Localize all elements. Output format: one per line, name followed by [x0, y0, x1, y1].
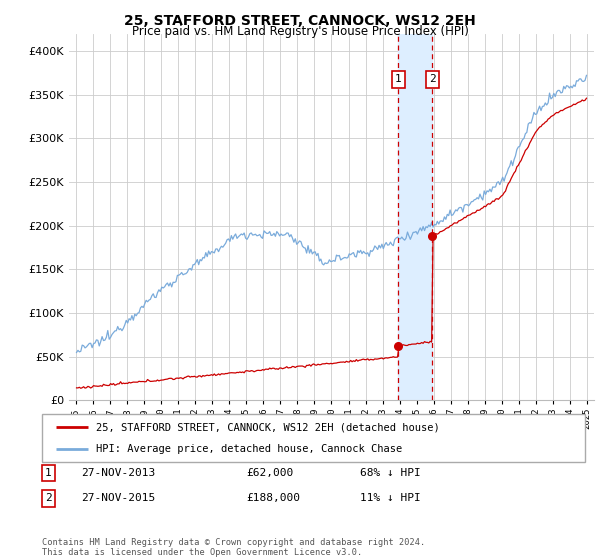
Text: £188,000: £188,000	[246, 493, 300, 503]
Text: Contains HM Land Registry data © Crown copyright and database right 2024.
This d: Contains HM Land Registry data © Crown c…	[42, 538, 425, 557]
Text: 1: 1	[395, 74, 401, 85]
Text: Price paid vs. HM Land Registry's House Price Index (HPI): Price paid vs. HM Land Registry's House …	[131, 25, 469, 38]
Text: 27-NOV-2015: 27-NOV-2015	[81, 493, 155, 503]
FancyBboxPatch shape	[42, 414, 585, 462]
Text: HPI: Average price, detached house, Cannock Chase: HPI: Average price, detached house, Cann…	[97, 444, 403, 454]
Text: 68% ↓ HPI: 68% ↓ HPI	[360, 468, 421, 478]
Text: 2: 2	[429, 74, 436, 85]
Text: 1: 1	[45, 468, 52, 478]
Text: 27-NOV-2013: 27-NOV-2013	[81, 468, 155, 478]
Text: 25, STAFFORD STREET, CANNOCK, WS12 2EH: 25, STAFFORD STREET, CANNOCK, WS12 2EH	[124, 14, 476, 28]
Text: 25, STAFFORD STREET, CANNOCK, WS12 2EH (detached house): 25, STAFFORD STREET, CANNOCK, WS12 2EH (…	[97, 422, 440, 432]
Text: 11% ↓ HPI: 11% ↓ HPI	[360, 493, 421, 503]
Text: £62,000: £62,000	[246, 468, 293, 478]
Bar	[398, 34, 433, 400]
Text: 2: 2	[45, 493, 52, 503]
